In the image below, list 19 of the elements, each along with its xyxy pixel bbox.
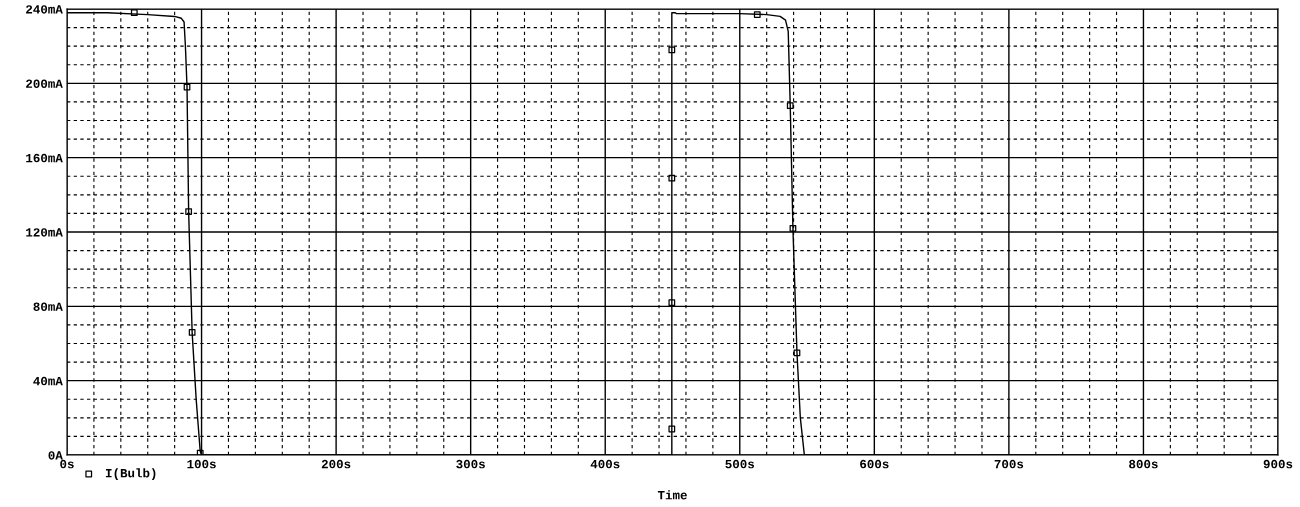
x-tick-label: 0s xyxy=(60,459,74,469)
x-tick-label: 200s xyxy=(321,459,351,469)
x-tick-label: 100s xyxy=(187,459,216,469)
legend-label: I(Bulb) xyxy=(105,468,156,480)
y-tick-label: 160mA xyxy=(26,153,63,163)
x-tick-label: 900s xyxy=(1263,459,1293,469)
x-axis-title: Time xyxy=(657,490,687,500)
y-tick-label: 0A xyxy=(48,451,63,460)
x-tick-label: 700s xyxy=(994,459,1024,469)
y-tick-label: 200mA xyxy=(26,79,63,88)
x-tick-label: 600s xyxy=(860,459,889,469)
y-tick-label: 80mA xyxy=(33,302,63,311)
x-tick-label: 500s xyxy=(725,459,755,469)
y-tick-label: 120mA xyxy=(26,228,63,237)
y-tick-label: 40mA xyxy=(33,376,63,386)
x-tick-label: 400s xyxy=(590,459,620,469)
x-tick-label: 300s xyxy=(456,459,485,469)
y-tick-label: 240mA xyxy=(26,5,63,14)
x-tick-label: 800s xyxy=(1129,459,1158,469)
